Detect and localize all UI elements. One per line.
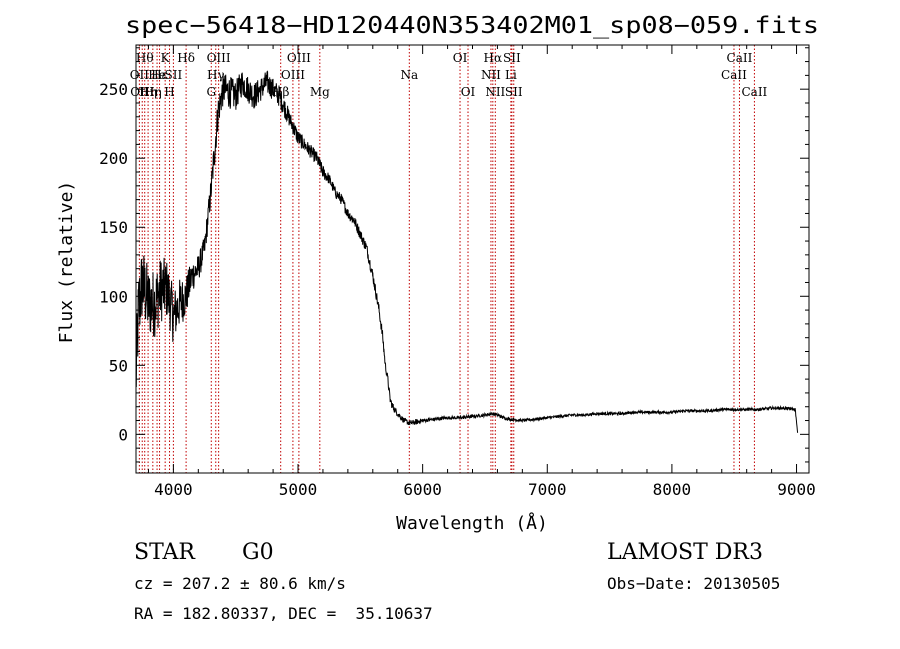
survey-name: LAMOST DR3	[607, 540, 763, 565]
spectrum-line	[135, 70, 799, 433]
line-marker-label: OIII	[287, 51, 311, 65]
line-marker-label: Hγ	[207, 68, 225, 82]
line-marker-label: OI	[453, 51, 468, 65]
line-marker-label: NII	[481, 68, 501, 82]
line-marker-label: SII	[503, 51, 521, 65]
line-marker-label: CaII	[741, 85, 767, 99]
object-class: STAR	[134, 540, 195, 565]
line-marker-label: OIII	[207, 51, 231, 65]
y-axis-label: Flux (relative)	[56, 181, 77, 344]
x-axis-ticks: 4000 5000 6000 7000 8000 9000	[147, 45, 816, 499]
line-marker-label: Hη	[144, 85, 162, 99]
y-tick-label: 50	[109, 356, 128, 375]
line-marker-label: H	[164, 85, 174, 99]
x-tick-label: 7000	[528, 480, 567, 499]
y-tick-label: 100	[99, 287, 128, 306]
line-marker-label: NII	[485, 85, 505, 99]
y-axis-ticks: 0 50 100 150 200 250	[99, 47, 809, 463]
line-marker-label: G	[206, 85, 216, 99]
emission-line-labels: OIIOIIIHθHηHηHeHεKHSIIHδGHγOIIIHβOIIIOII…	[130, 51, 768, 99]
x-tick-label: 4000	[154, 480, 193, 499]
line-marker-label: OIII	[281, 68, 305, 82]
line-marker-label: Hα	[484, 51, 503, 65]
line-marker-label: Li	[505, 68, 517, 82]
x-tick-label: 5000	[279, 480, 318, 499]
y-tick-label: 200	[99, 149, 128, 168]
line-marker-label: Hη	[139, 85, 157, 99]
line-marker-label: CaII	[727, 51, 753, 65]
observation-date: Obs−Date: 20130505	[607, 574, 781, 593]
line-marker-label: Na	[400, 68, 418, 82]
x-tick-label: 9000	[777, 480, 816, 499]
line-marker-label: SII	[165, 68, 183, 82]
line-marker-label: SII	[505, 85, 523, 99]
y-tick-label: 0	[118, 425, 128, 444]
line-marker-label: OI	[461, 85, 476, 99]
y-tick-label: 250	[99, 80, 128, 99]
line-marker-label: Mg	[310, 85, 330, 99]
line-marker-label: CaII	[721, 68, 747, 82]
coordinates-info: RA = 182.80337, DEC = 35.10637	[134, 604, 433, 623]
x-tick-label: 6000	[403, 480, 442, 499]
y-tick-label: 150	[99, 218, 128, 237]
line-marker-label: Hθ	[136, 51, 154, 65]
line-marker-label: He	[148, 68, 166, 82]
line-marker-label: Hδ	[177, 51, 195, 65]
chart-title: spec−56418−HD120440N353402M01_sp08−059.f…	[125, 13, 819, 39]
redshift-info: cz = 207.2 ± 80.6 km/s	[134, 574, 346, 593]
object-subclass: G0	[242, 540, 274, 565]
line-marker-label: K	[161, 51, 171, 65]
x-axis-label: Wavelength (Å)	[396, 512, 548, 534]
emission-line-markers	[138, 45, 755, 473]
x-tick-label: 8000	[653, 480, 692, 499]
line-marker-label: Hε	[151, 68, 168, 82]
